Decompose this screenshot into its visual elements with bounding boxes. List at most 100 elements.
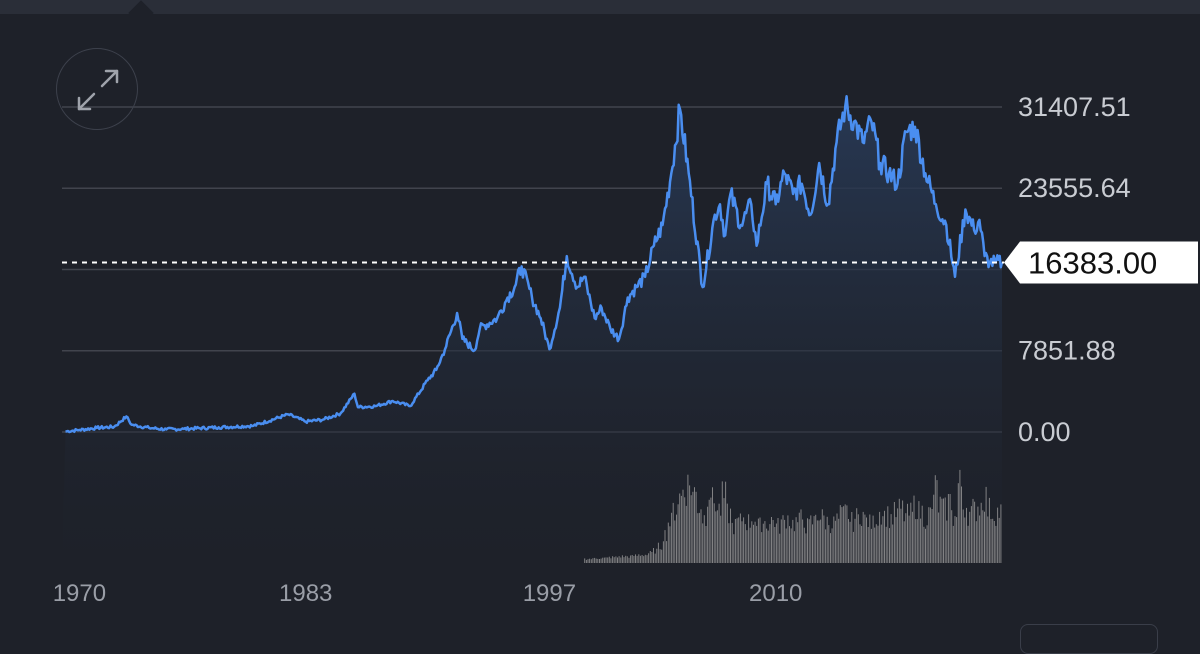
volume-bar [826,516,828,563]
volume-bar [739,513,741,563]
volume-bar [803,527,805,563]
bottom-tab[interactable] [1020,624,1158,654]
volume-bar [708,499,710,563]
volume-bar [921,505,923,563]
volume-bar [911,511,913,563]
volume-bar [875,524,877,563]
volume-bar [959,469,961,563]
volume-bar [759,517,761,563]
volume-bar [677,504,679,563]
volume-bar [936,480,938,563]
top-bar [0,0,1200,14]
volume-bar [661,549,663,563]
volume-bar [818,520,820,563]
volume-bar [638,554,640,563]
volume-bar [864,514,866,563]
volume-bar [628,557,630,563]
volume-bar [947,494,949,563]
volume-bar [993,521,995,563]
volume-bar [703,515,705,563]
volume-bar [607,557,609,563]
volume-bar [736,518,738,563]
volume-bar [874,527,876,563]
volume-bar [725,481,727,563]
volume-bar [790,528,792,563]
volume-bar [800,509,802,563]
y-tick-label: 23555.64 [1018,173,1131,203]
volume-bar [592,558,594,563]
volume-bar [939,496,941,563]
volume-bar [990,519,992,563]
volume-bar [664,530,666,563]
volume-bar [600,558,602,563]
expand-button[interactable] [56,48,138,130]
volume-bar [931,509,933,563]
volume-bar [730,508,731,563]
volume-bar [974,501,976,563]
volume-bar [656,548,658,563]
volume-bar [902,500,904,563]
volume-bar [975,521,977,563]
volume-bar [753,524,754,563]
volume-bar [944,497,946,563]
volume-bar [639,555,641,563]
x-tick-label: 2010 [749,580,802,607]
volume-bar [769,524,771,563]
volume-bar [712,487,713,563]
volume-bar [915,519,917,563]
volume-bar [734,519,736,563]
volume-bar [767,530,769,563]
volume-bar [671,512,673,563]
volume-bar [692,491,694,563]
volume-bar [744,524,746,563]
volume-bar [972,498,974,563]
volume-bar [941,498,943,563]
volume-bar [831,528,833,563]
volume-bar [792,519,794,563]
volume-bar [834,520,836,563]
volume-bar [713,503,715,563]
volume-bar [694,487,695,563]
volume-bar [889,528,890,563]
volume-bar [952,525,954,563]
volume-bar [684,497,686,563]
volume-bar [662,541,664,563]
volume-bar [789,526,790,563]
volume-bar [830,533,831,563]
volume-bar [836,513,838,563]
volume-bar [925,528,926,563]
volume-bar [715,511,717,563]
volume-bar [676,514,677,563]
volume-bar [797,522,799,563]
volume-bar [644,554,646,563]
volume-bar [698,512,700,563]
volume-bar [687,474,689,563]
volume-bar [903,521,905,563]
volume-bar [823,515,825,563]
volume-bar [623,557,625,563]
volume-bar [626,556,628,563]
volume-bar [625,555,627,563]
volume-bar [934,475,936,563]
volume-bar [674,520,676,563]
volume-bar [721,481,723,563]
volume-bar [980,502,982,563]
volume-bar [793,531,795,563]
volume-bar [741,521,743,563]
volume-bar [766,528,768,563]
volume-bar [908,515,910,563]
volume-bar [597,558,599,563]
volume-bar [828,525,830,563]
volume-bar [749,527,751,563]
volume-bar [933,494,935,563]
volume-bar [854,518,856,563]
volume-bar [949,494,951,563]
volume-bar [844,504,846,563]
volume-bar [631,555,633,563]
volume-bar [761,532,763,563]
volume-bar [938,512,940,563]
volume-bar [946,520,948,563]
expand-arrows-icon [77,69,119,111]
volume-bar [648,553,650,563]
volume-bar [802,519,804,563]
